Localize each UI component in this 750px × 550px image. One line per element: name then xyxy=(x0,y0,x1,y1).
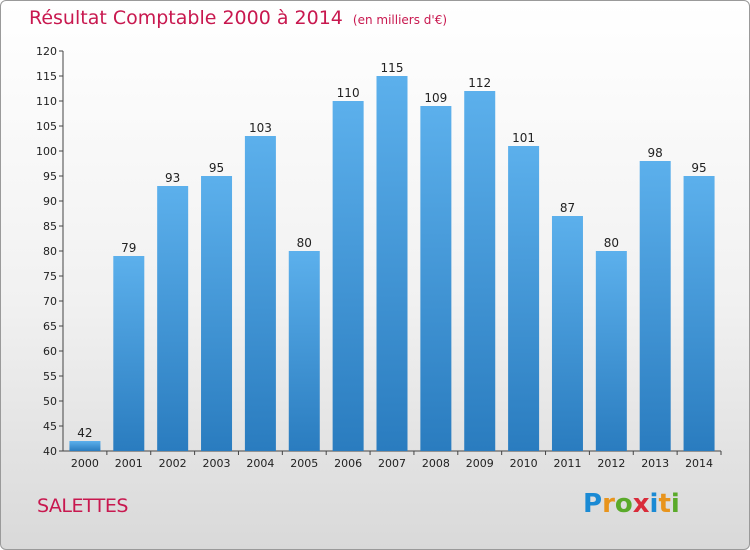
y-tick-label: 55 xyxy=(43,370,57,383)
y-tick-label: 50 xyxy=(43,395,57,408)
bar-value-label: 110 xyxy=(337,86,360,100)
x-tick-label: 2007 xyxy=(378,457,406,470)
bar xyxy=(244,136,276,451)
y-tick-label: 95 xyxy=(43,170,57,183)
bar xyxy=(683,176,715,451)
bar xyxy=(69,441,101,451)
y-tick-label: 115 xyxy=(36,70,57,83)
bar xyxy=(157,186,189,451)
bar xyxy=(288,251,320,451)
bar-value-label: 95 xyxy=(691,161,706,175)
y-tick-label: 90 xyxy=(43,195,57,208)
bar xyxy=(551,216,583,451)
y-tick-label: 100 xyxy=(36,145,57,158)
bar xyxy=(639,161,671,451)
x-tick-label: 2005 xyxy=(290,457,318,470)
bar-value-label: 112 xyxy=(468,76,491,90)
bar-value-label: 93 xyxy=(165,171,180,185)
bar xyxy=(376,76,408,451)
x-tick-label: 2001 xyxy=(115,457,143,470)
y-tick-label: 45 xyxy=(43,420,57,433)
bar xyxy=(595,251,627,451)
x-tick-label: 2010 xyxy=(510,457,538,470)
x-tick-label: 2004 xyxy=(246,457,274,470)
y-tick-label: 65 xyxy=(43,320,57,333)
x-tick-label: 2002 xyxy=(159,457,187,470)
y-tick-label: 120 xyxy=(36,45,57,58)
y-tick-label: 85 xyxy=(43,220,57,233)
bar-value-label: 87 xyxy=(560,201,575,215)
bar xyxy=(464,91,496,451)
bar-value-label: 103 xyxy=(249,121,272,135)
x-tick-label: 2014 xyxy=(685,457,713,470)
bar-value-label: 80 xyxy=(297,236,312,250)
bar-value-label: 115 xyxy=(381,61,404,75)
bar-value-label: 42 xyxy=(77,426,92,440)
proxiti-logo[interactable]: Proxiti xyxy=(583,489,680,519)
x-tick-label: 2003 xyxy=(203,457,231,470)
y-tick-label: 75 xyxy=(43,270,57,283)
x-tick-label: 2008 xyxy=(422,457,450,470)
commune-name: SALETTES xyxy=(37,495,128,517)
title-row: Résultat Comptable 2000 à 2014 (en millie… xyxy=(29,7,447,29)
x-tick-label: 2012 xyxy=(597,457,625,470)
y-tick-label: 60 xyxy=(43,345,57,358)
bar xyxy=(508,146,540,451)
y-tick-label: 40 xyxy=(43,445,57,458)
bar-value-label: 98 xyxy=(648,146,663,160)
chart-title: Résultat Comptable 2000 à 2014 xyxy=(29,7,343,29)
chart-subtitle: (en milliers d'€) xyxy=(352,13,448,27)
bar xyxy=(201,176,233,451)
bar xyxy=(420,106,452,451)
bar xyxy=(332,101,364,451)
y-tick-label: 70 xyxy=(43,295,57,308)
bar-value-label: 95 xyxy=(209,161,224,175)
x-tick-label: 2013 xyxy=(641,457,669,470)
bar-value-label: 80 xyxy=(604,236,619,250)
y-tick-label: 110 xyxy=(36,95,57,108)
y-tick-label: 80 xyxy=(43,245,57,258)
bar-value-label: 79 xyxy=(121,241,136,255)
x-tick-label: 2009 xyxy=(466,457,494,470)
x-tick-label: 2006 xyxy=(334,457,362,470)
x-tick-label: 2011 xyxy=(553,457,581,470)
y-tick-label: 105 xyxy=(36,120,57,133)
x-tick-label: 2000 xyxy=(71,457,99,470)
bar xyxy=(113,256,145,451)
bar-value-label: 101 xyxy=(512,131,535,145)
bar-value-label: 109 xyxy=(424,91,447,105)
